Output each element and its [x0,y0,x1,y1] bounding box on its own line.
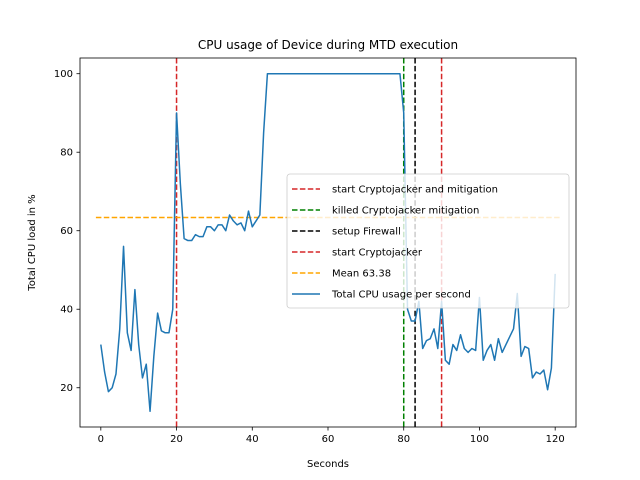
legend: start Cryptojacker and mitigation killed … [286,173,570,309]
x-tick-label: 0 [98,434,104,445]
x-tick-label: 100 [470,434,489,445]
legend-label: Mean 63.38 [332,269,391,280]
chart-title: CPU usage of Device during MTD execution [198,38,458,52]
x-axis-title: Seconds [307,459,349,470]
legend-item: start Cryptojacker [292,248,423,259]
y-ticks: 20 40 60 80 100 [54,69,80,394]
legend-items: start Cryptojacker and mitigation killed … [292,185,498,301]
y-tick-label: 20 [60,383,73,394]
legend-label: setup Firewall [332,227,401,238]
legend-label: start Cryptojacker [332,248,423,259]
x-tick-label: 80 [397,434,410,445]
y-tick-label: 40 [60,305,73,316]
legend-label: Total CPU usage per second [331,290,471,301]
y-tick-label: 100 [54,69,73,80]
legend-item: Total CPU usage per second [292,290,471,301]
legend-label: killed Cryptojacker mitigation [332,206,479,217]
legend-item: killed Cryptojacker mitigation [292,206,479,217]
y-tick-label: 80 [60,148,73,159]
x-tick-label: 40 [246,434,259,445]
x-tick-label: 60 [322,434,335,445]
y-axis-title: Total CPU load in % [27,194,38,291]
legend-item: Mean 63.38 [292,269,391,280]
legend-item: setup Firewall [292,227,401,238]
legend-box [286,173,570,309]
x-tick-label: 120 [546,434,565,445]
x-tick-label: 20 [170,434,183,445]
legend-item: start Cryptojacker and mitigation [292,185,498,196]
legend-label: start Cryptojacker and mitigation [332,185,498,196]
y-tick-label: 60 [60,226,73,237]
x-ticks: 0 20 40 60 80 100 120 [98,427,565,445]
